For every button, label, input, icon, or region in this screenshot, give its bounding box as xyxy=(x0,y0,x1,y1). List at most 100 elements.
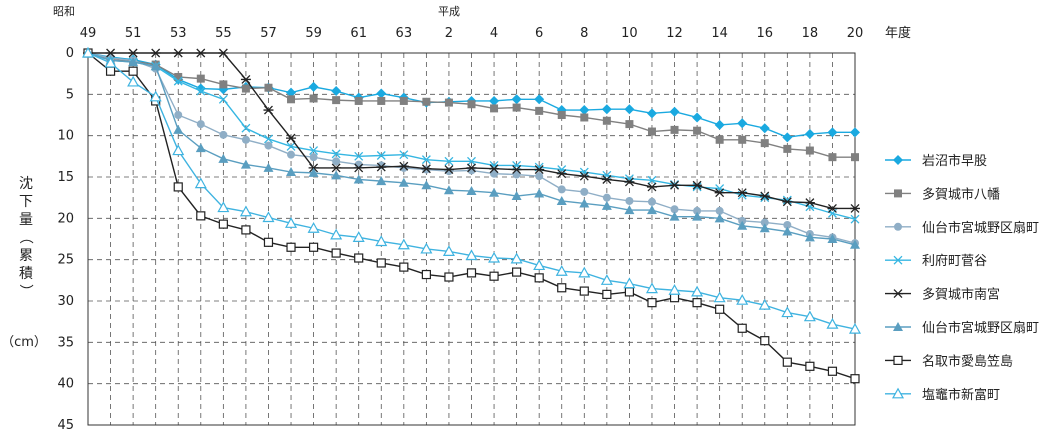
data-point xyxy=(331,248,341,258)
legend-marker xyxy=(893,355,903,365)
data-point xyxy=(534,165,545,175)
data-point xyxy=(804,198,815,208)
data-point xyxy=(330,228,343,240)
data-point xyxy=(308,167,319,177)
data-point xyxy=(556,169,567,179)
data-point xyxy=(760,139,769,148)
data-point xyxy=(377,161,386,170)
data-point xyxy=(285,217,298,228)
data-point xyxy=(714,119,725,130)
data-point xyxy=(850,374,860,384)
data-point xyxy=(826,317,839,329)
data-point xyxy=(511,191,522,201)
grid-layer xyxy=(88,53,855,425)
data-point xyxy=(376,162,387,172)
data-point xyxy=(669,293,680,303)
data-point xyxy=(194,177,207,189)
data-point xyxy=(692,180,703,190)
data-point xyxy=(264,141,273,150)
data-point xyxy=(444,98,453,107)
data-point xyxy=(850,203,860,213)
data-point xyxy=(466,163,477,173)
data-point xyxy=(309,153,318,162)
data-point xyxy=(399,163,408,172)
data-point xyxy=(692,298,702,308)
data-point xyxy=(286,167,297,177)
data-point xyxy=(195,48,206,58)
data-point xyxy=(805,202,815,212)
data-point xyxy=(602,116,611,125)
data-point xyxy=(239,205,252,217)
data-point xyxy=(782,197,793,207)
data-point xyxy=(331,163,342,173)
data-point xyxy=(196,86,206,96)
data-point xyxy=(149,90,162,102)
data-point xyxy=(804,232,815,242)
legend-item: 仙台市宮城野区扇町 xyxy=(885,220,1039,236)
data-point xyxy=(579,171,590,181)
data-point xyxy=(624,104,635,115)
x-tick-label: 6 xyxy=(535,26,543,41)
data-point xyxy=(241,135,250,144)
data-point xyxy=(759,223,770,233)
data-point xyxy=(442,245,455,256)
y-axis-title-char: 累 xyxy=(19,248,33,264)
data-point xyxy=(195,83,206,94)
data-point xyxy=(398,177,409,187)
data-point xyxy=(827,366,838,376)
legend-item: 多賀城市南宮 xyxy=(885,287,1000,303)
data-point xyxy=(375,235,388,247)
era-label-heisei: 平成 xyxy=(438,5,460,18)
data-point xyxy=(286,141,296,151)
data-point xyxy=(376,88,387,99)
x-tick-label: 61 xyxy=(350,26,367,41)
y-tick-label: 5 xyxy=(66,87,74,102)
data-point xyxy=(850,214,860,224)
y-axis-title-char: 沈 xyxy=(19,176,33,192)
y-tick-label: 15 xyxy=(57,170,74,185)
data-point xyxy=(827,127,838,138)
data-point xyxy=(624,287,635,297)
data-point xyxy=(422,97,431,106)
data-point xyxy=(444,167,453,176)
legend-label: 岩沼市早股 xyxy=(922,153,987,169)
data-point xyxy=(444,272,454,282)
data-point xyxy=(241,84,250,93)
data-point xyxy=(737,118,748,129)
data-point xyxy=(218,48,229,58)
y-axis-title-char: 量 xyxy=(19,212,33,228)
y-tick-label: 45 xyxy=(57,418,74,432)
data-point xyxy=(352,231,365,242)
data-point xyxy=(647,127,656,136)
data-point xyxy=(420,242,433,254)
series-5 xyxy=(83,48,860,213)
data-point xyxy=(466,186,477,196)
data-point xyxy=(128,57,139,67)
data-point xyxy=(489,187,500,197)
series-7 xyxy=(83,48,860,384)
data-point xyxy=(736,293,749,305)
data-point xyxy=(646,205,657,215)
x-tick-label: 2 xyxy=(445,26,453,41)
series-2 xyxy=(84,49,859,162)
x-tick-label: 53 xyxy=(170,26,187,41)
data-point xyxy=(399,150,409,160)
legend-label: 多賀城市八幡 xyxy=(922,186,1000,202)
data-point xyxy=(713,291,726,303)
x-tick-label: 63 xyxy=(396,26,413,41)
data-point xyxy=(827,203,838,213)
data-point xyxy=(287,95,296,104)
x-tick-label: 55 xyxy=(215,26,232,41)
data-point xyxy=(625,120,634,129)
data-point xyxy=(693,206,702,215)
y-tick-label: 25 xyxy=(57,253,74,268)
legend-item: 塩竈市新富町 xyxy=(885,387,1000,403)
y-axis-title-char: 下 xyxy=(19,194,33,210)
data-point xyxy=(308,81,319,92)
data-point xyxy=(443,165,454,175)
data-point xyxy=(196,120,205,129)
data-point xyxy=(781,306,794,318)
legend-marker xyxy=(894,222,902,231)
legend-marker xyxy=(893,255,903,265)
